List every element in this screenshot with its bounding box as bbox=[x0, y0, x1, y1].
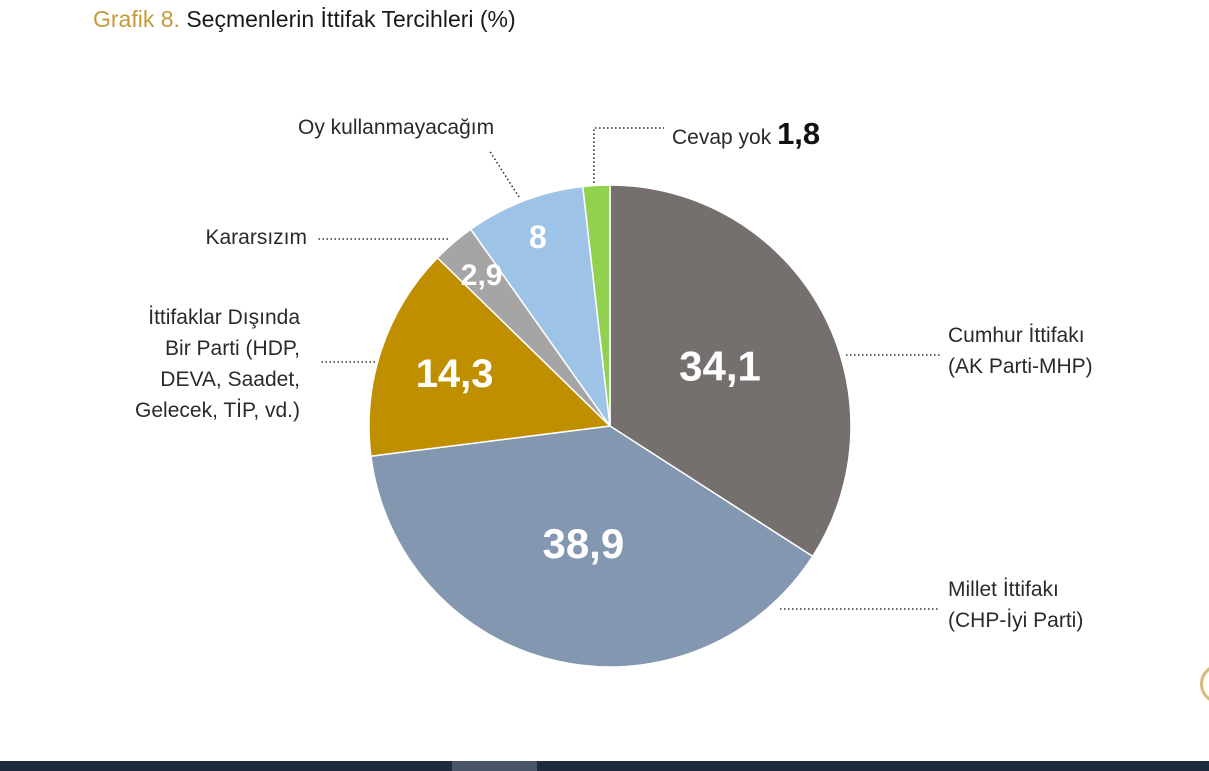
chart-title: Grafik 8. Seçmenlerin İttifak Tercihleri… bbox=[93, 6, 516, 33]
pie-slice-oy-kullanmayacagim bbox=[469, 185, 611, 427]
label-kararsiz-line1: Kararsızım bbox=[205, 226, 307, 249]
leader-line-cevap-yok bbox=[593, 127, 664, 183]
label-cevap-yok-value: 1,8 bbox=[777, 116, 821, 151]
label-diger: İttifaklar Dışında Bir Parti (HDP, DEVA,… bbox=[135, 302, 300, 426]
value-label-kararsiz: 2,9 bbox=[461, 259, 503, 292]
bottom-bar-tab bbox=[452, 761, 537, 771]
value-label-cumhur: 34,1 bbox=[679, 342, 761, 389]
label-oy-kullanmayacagim: Oy kullanmayacağım bbox=[298, 112, 494, 143]
value-label-millet: 38,9 bbox=[542, 520, 624, 567]
label-oy-line1: Oy kullanmayacağım bbox=[298, 116, 495, 139]
leader-lines bbox=[318, 127, 940, 610]
label-cevap-yok: Cevap yok 1,8 bbox=[672, 118, 820, 153]
pie-slice-cevap-yok bbox=[581, 184, 611, 427]
value-label-oy-kullanmayacagim: 8 bbox=[529, 219, 547, 255]
label-cumhur: Cumhur İttifakı (AK Parti-MHP) bbox=[948, 320, 1093, 382]
label-millet-line2: (CHP-İyi Parti) bbox=[948, 609, 1084, 632]
label-kararsiz: Kararsızım bbox=[205, 222, 307, 253]
chart-title-text: Seçmenlerin İttifak Tercihleri (%) bbox=[186, 6, 516, 32]
pie-slices bbox=[368, 184, 852, 668]
label-cumhur-line1: Cumhur İttifakı bbox=[948, 324, 1085, 347]
label-millet-line1: Millet İttifakı bbox=[948, 578, 1059, 601]
pie-slice-diger bbox=[368, 256, 612, 458]
chart-title-prefix: Grafik 8. bbox=[93, 6, 180, 32]
label-cevap-yok-text: Cevap yok bbox=[672, 126, 772, 149]
label-diger-line1: İttifaklar Dışında bbox=[148, 306, 300, 329]
slice-value-labels: 34,1 38,9 14,3 2,9 8 bbox=[416, 219, 761, 567]
leader-line-oy-kullanmayacagim bbox=[488, 149, 520, 198]
label-diger-line3: DEVA, Saadet, bbox=[160, 368, 300, 391]
label-diger-line4: Gelecek, TİP, vd.) bbox=[135, 399, 300, 422]
pie-slice-millet bbox=[370, 425, 814, 668]
value-label-diger: 14,3 bbox=[416, 352, 494, 396]
pie-slice-cumhur bbox=[609, 184, 852, 558]
bottom-bar bbox=[0, 761, 1209, 771]
label-diger-line2: Bir Parti (HDP, bbox=[165, 337, 300, 360]
label-millet: Millet İttifakı (CHP-İyi Parti) bbox=[948, 574, 1083, 636]
label-cumhur-line2: (AK Parti-MHP) bbox=[948, 355, 1093, 378]
